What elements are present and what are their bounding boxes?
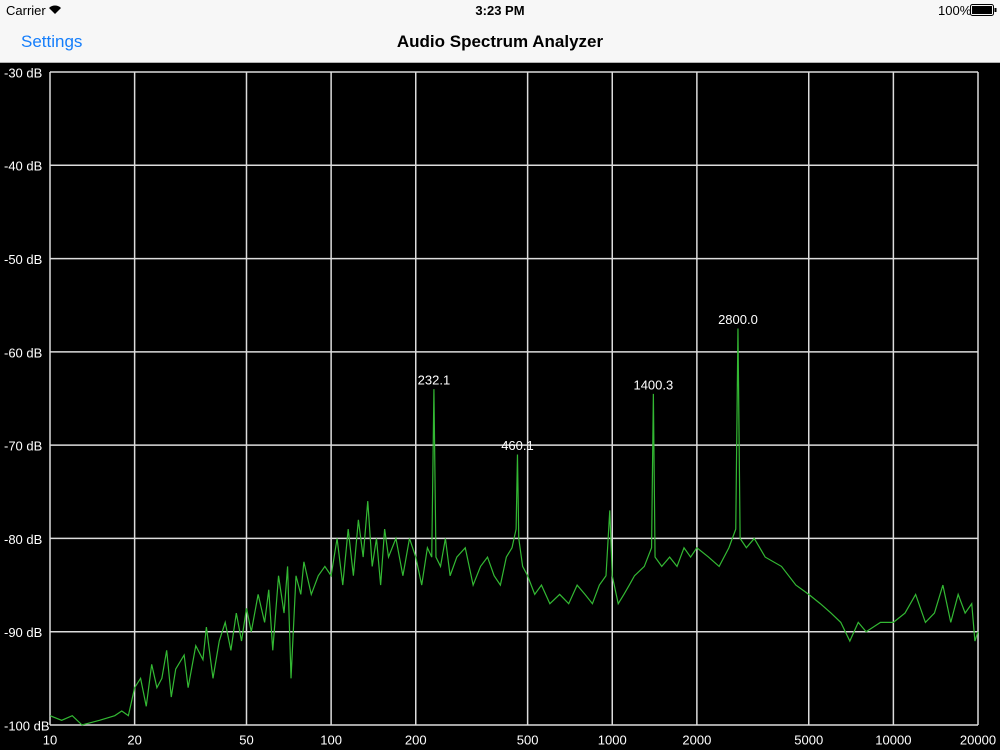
- spectrum-line: [49, 328, 979, 726]
- x-tick-label: 20: [127, 732, 141, 747]
- x-tick-label: 200: [405, 732, 427, 747]
- peak-label: 2800.0: [718, 312, 758, 327]
- y-tick-label: -50 dB: [4, 252, 42, 267]
- nav-bar: Settings Audio Spectrum Analyzer: [0, 20, 1000, 63]
- x-tick-label: 2000: [682, 732, 711, 747]
- x-tick-label: 50: [239, 732, 253, 747]
- peak-label: 1400.3: [633, 377, 673, 392]
- y-tick-label: -80 dB: [4, 532, 42, 547]
- x-tick-label: 500: [517, 732, 539, 747]
- x-tick-label: 100: [320, 732, 342, 747]
- x-tick-label: 10000: [875, 732, 911, 747]
- y-tick-label: -100 dB: [4, 718, 50, 733]
- carrier: Carrier: [6, 3, 46, 18]
- spectrum-chart: 10 20 50 100 200 500 1000 2000 5000 10000 20000 -30…: [4, 65, 996, 747]
- y-tick-label: -40 dB: [4, 159, 42, 174]
- nav-title: Audio Spectrum Analyzer: [396, 32, 604, 51]
- x-tick-label: 10: [43, 732, 57, 747]
- settings-button[interactable]: Settings: [21, 32, 83, 51]
- y-tick-label: -60 dB: [4, 345, 42, 360]
- status-bar: Carrier 3:23 PM 100%: [0, 0, 1000, 20]
- x-tick-label: 20000: [960, 732, 996, 747]
- x-tick-label: 1000: [598, 732, 627, 747]
- battery-level: 100%: [938, 3, 972, 18]
- peak-label: 232.1: [418, 373, 451, 388]
- wifi-icon: [49, 5, 61, 14]
- y-tick-label: -70 dB: [4, 439, 42, 454]
- clock: 3:23 PM: [475, 3, 525, 18]
- x-tick-label: 5000: [794, 732, 823, 747]
- battery-icon: [970, 4, 997, 16]
- y-tick-label: -90 dB: [4, 625, 42, 640]
- y-tick-label: -30 dB: [4, 65, 42, 80]
- peak-label: 460.1: [501, 438, 534, 453]
